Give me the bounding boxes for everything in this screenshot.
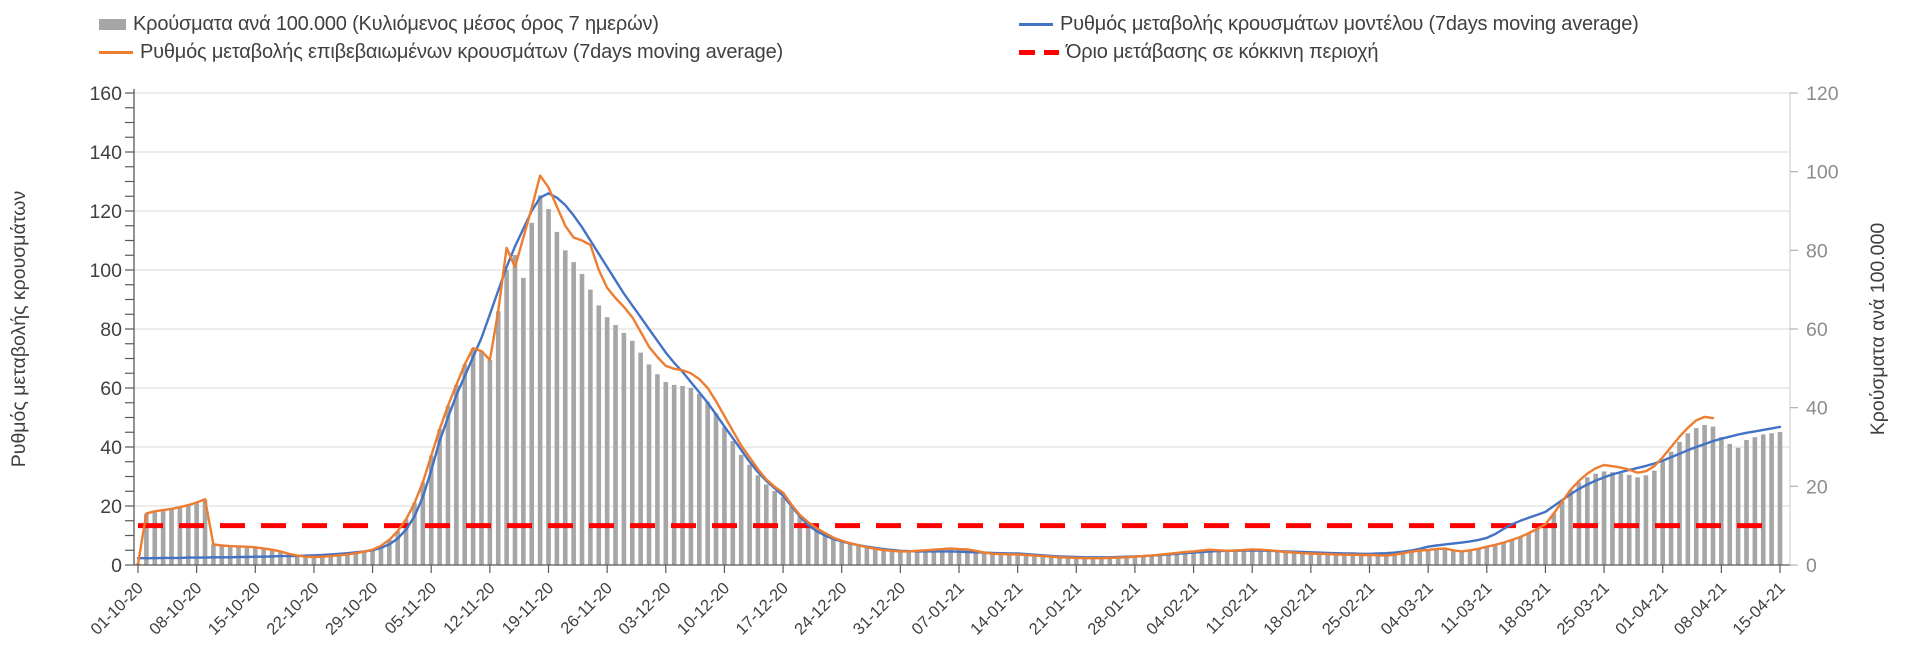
legend-item-red-threshold: Όριο μετάβασης σε κόκκινη περιοχή (1019, 39, 1378, 65)
svg-text:60: 60 (100, 378, 122, 400)
svg-text:01-04-21: 01-04-21 (1612, 579, 1671, 638)
legend-label: Κρούσματα ανά 100.000 (Κυλιόμενος μέσος … (133, 12, 659, 35)
svg-text:25-03-21: 25-03-21 (1553, 579, 1612, 638)
svg-text:60: 60 (1806, 319, 1828, 341)
axes (125, 89, 1798, 573)
svg-text:100: 100 (89, 260, 122, 282)
svg-text:120: 120 (1806, 83, 1839, 105)
red-dash-swatch-icon (1019, 49, 1059, 55)
svg-text:11-03-21: 11-03-21 (1437, 579, 1496, 638)
x-axis-labels: 01-10-20 08-10-20 15-10-20 22-10-20 29-10-20… (87, 579, 1788, 638)
svg-text:100: 100 (1806, 162, 1839, 184)
svg-text:20: 20 (1806, 476, 1828, 498)
left-axis-labels: 0 20 40 60 80 100 120 140 160 (89, 83, 122, 577)
svg-text:03-12-20: 03-12-20 (615, 579, 674, 638)
svg-text:15-10-20: 15-10-20 (205, 579, 264, 638)
svg-text:04-03-21: 04-03-21 (1378, 579, 1437, 638)
svg-text:15-04-21: 15-04-21 (1729, 579, 1788, 638)
gray-bar-swatch-icon (99, 18, 126, 30)
svg-text:40: 40 (100, 437, 122, 459)
svg-text:12-11-20: 12-11-20 (440, 579, 499, 638)
blue-line-swatch-icon (1019, 22, 1053, 26)
svg-text:04-02-21: 04-02-21 (1143, 579, 1202, 638)
svg-text:80: 80 (100, 319, 122, 341)
svg-text:29-10-20: 29-10-20 (322, 579, 381, 638)
svg-text:05-11-20: 05-11-20 (381, 579, 440, 638)
svg-text:80: 80 (1806, 240, 1828, 262)
legend-label: Όριο μετάβασης σε κόκκινη περιοχή (1066, 40, 1379, 63)
svg-text:19-11-20: 19-11-20 (499, 579, 558, 638)
bars-series (135, 195, 1783, 566)
svg-text:21-01-21: 21-01-21 (1026, 579, 1085, 638)
legend-item-confirmed-rate: Ρυθμός μεταβολής επιβεβαιωμένων κρουσμάτ… (99, 39, 783, 65)
legend-item-cases-per-100k: Κρούσματα ανά 100.000 (Κυλιόμενος μέσος … (99, 11, 659, 37)
svg-text:25-02-21: 25-02-21 (1319, 579, 1378, 638)
svg-text:11-02-21: 11-02-21 (1202, 579, 1261, 638)
svg-text:18-03-21: 18-03-21 (1495, 579, 1554, 638)
orange-line-swatch-icon (99, 50, 133, 54)
legend-item-model-rate: Ρυθμός μεταβολής κρουσμάτων μοντέλου (7d… (1019, 11, 1639, 37)
svg-text:160: 160 (89, 83, 122, 105)
svg-text:24-12-20: 24-12-20 (791, 579, 850, 638)
left-axis-title: Ρυθμός μεταβολής κρουσμάτων (8, 191, 30, 467)
svg-text:07-01-21: 07-01-21 (908, 579, 967, 638)
svg-text:31-12-20: 31-12-20 (850, 579, 909, 638)
confirmed-line (136, 174, 1715, 566)
svg-text:28-01-21: 28-01-21 (1084, 579, 1143, 638)
legend-label: Ρυθμός μεταβολής κρουσμάτων μοντέλου (7d… (1060, 12, 1639, 35)
svg-text:08-10-20: 08-10-20 (146, 579, 205, 638)
svg-text:17-12-20: 17-12-20 (732, 579, 791, 638)
svg-text:140: 140 (89, 142, 122, 164)
right-axis-labels: 0 20 40 60 80 100 120 (1806, 83, 1839, 577)
svg-text:120: 120 (89, 201, 122, 223)
svg-text:26-11-20: 26-11-20 (557, 579, 616, 638)
svg-text:01-10-20: 01-10-20 (87, 579, 146, 638)
svg-text:20: 20 (100, 496, 122, 518)
model-line (136, 192, 1782, 560)
svg-text:22-10-20: 22-10-20 (263, 579, 322, 638)
svg-text:0: 0 (111, 555, 122, 577)
svg-text:40: 40 (1806, 398, 1828, 420)
svg-text:14-01-21: 14-01-21 (967, 579, 1026, 638)
gridlines (134, 92, 1790, 507)
svg-text:10-12-20: 10-12-20 (674, 579, 733, 638)
svg-text:18-02-21: 18-02-21 (1260, 579, 1319, 638)
right-axis-title: Κρούσματα ανά 100.000 (1867, 223, 1889, 436)
legend-label: Ρυθμός μεταβολής επιβεβαιωμένων κρουσμάτ… (140, 40, 783, 63)
svg-text:08-04-21: 08-04-21 (1671, 579, 1730, 638)
svg-text:0: 0 (1806, 555, 1817, 577)
